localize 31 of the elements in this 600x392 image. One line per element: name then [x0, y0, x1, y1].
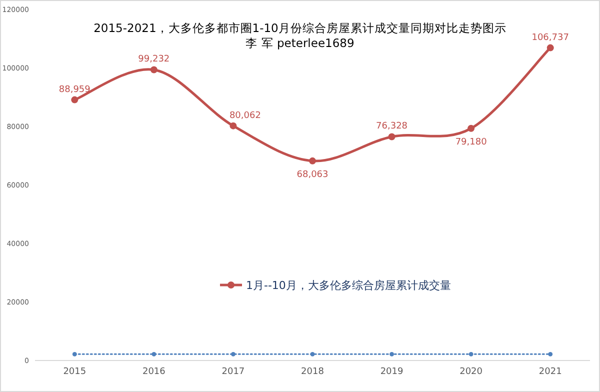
- data-label: 80,062: [229, 110, 261, 121]
- point: [468, 352, 474, 356]
- data-label: 106,737: [532, 32, 569, 43]
- point: [72, 352, 77, 356]
- x-tick-label: 2020: [460, 367, 483, 377]
- x-tick-label: 2018: [301, 367, 324, 377]
- point: [230, 122, 237, 130]
- point: [150, 66, 158, 74]
- x-tick-label: 2021: [538, 367, 562, 377]
- data-label: 79,180: [455, 137, 488, 148]
- data-label: 76,328: [376, 122, 408, 132]
- text: 2015-2021，大多伦多都市圈1-10月份综合房屋累计成交量同期对比走势图示: [94, 21, 506, 35]
- x-tick-label: 2019: [380, 367, 404, 377]
- x-tick-label: 2017: [222, 367, 245, 377]
- point: [546, 44, 554, 52]
- point: [310, 352, 315, 356]
- legend-label: 1月--10月，大多伦多综合房屋累计成交量: [246, 279, 451, 292]
- point: [390, 352, 394, 356]
- x-tick-label: 2015: [63, 367, 86, 377]
- point: [231, 352, 236, 356]
- point: [468, 124, 475, 132]
- point: [309, 157, 316, 164]
- point: [152, 352, 156, 356]
- point: [548, 352, 553, 356]
- data-label: 68,063: [296, 170, 328, 180]
- data-label: 99,232: [138, 54, 170, 65]
- point: [71, 96, 78, 104]
- point: [388, 133, 396, 140]
- text: 李 军 peterlee1689: [246, 36, 354, 50]
- x-tick-label: 2016: [142, 367, 166, 377]
- data-label: 88,959: [58, 84, 91, 95]
